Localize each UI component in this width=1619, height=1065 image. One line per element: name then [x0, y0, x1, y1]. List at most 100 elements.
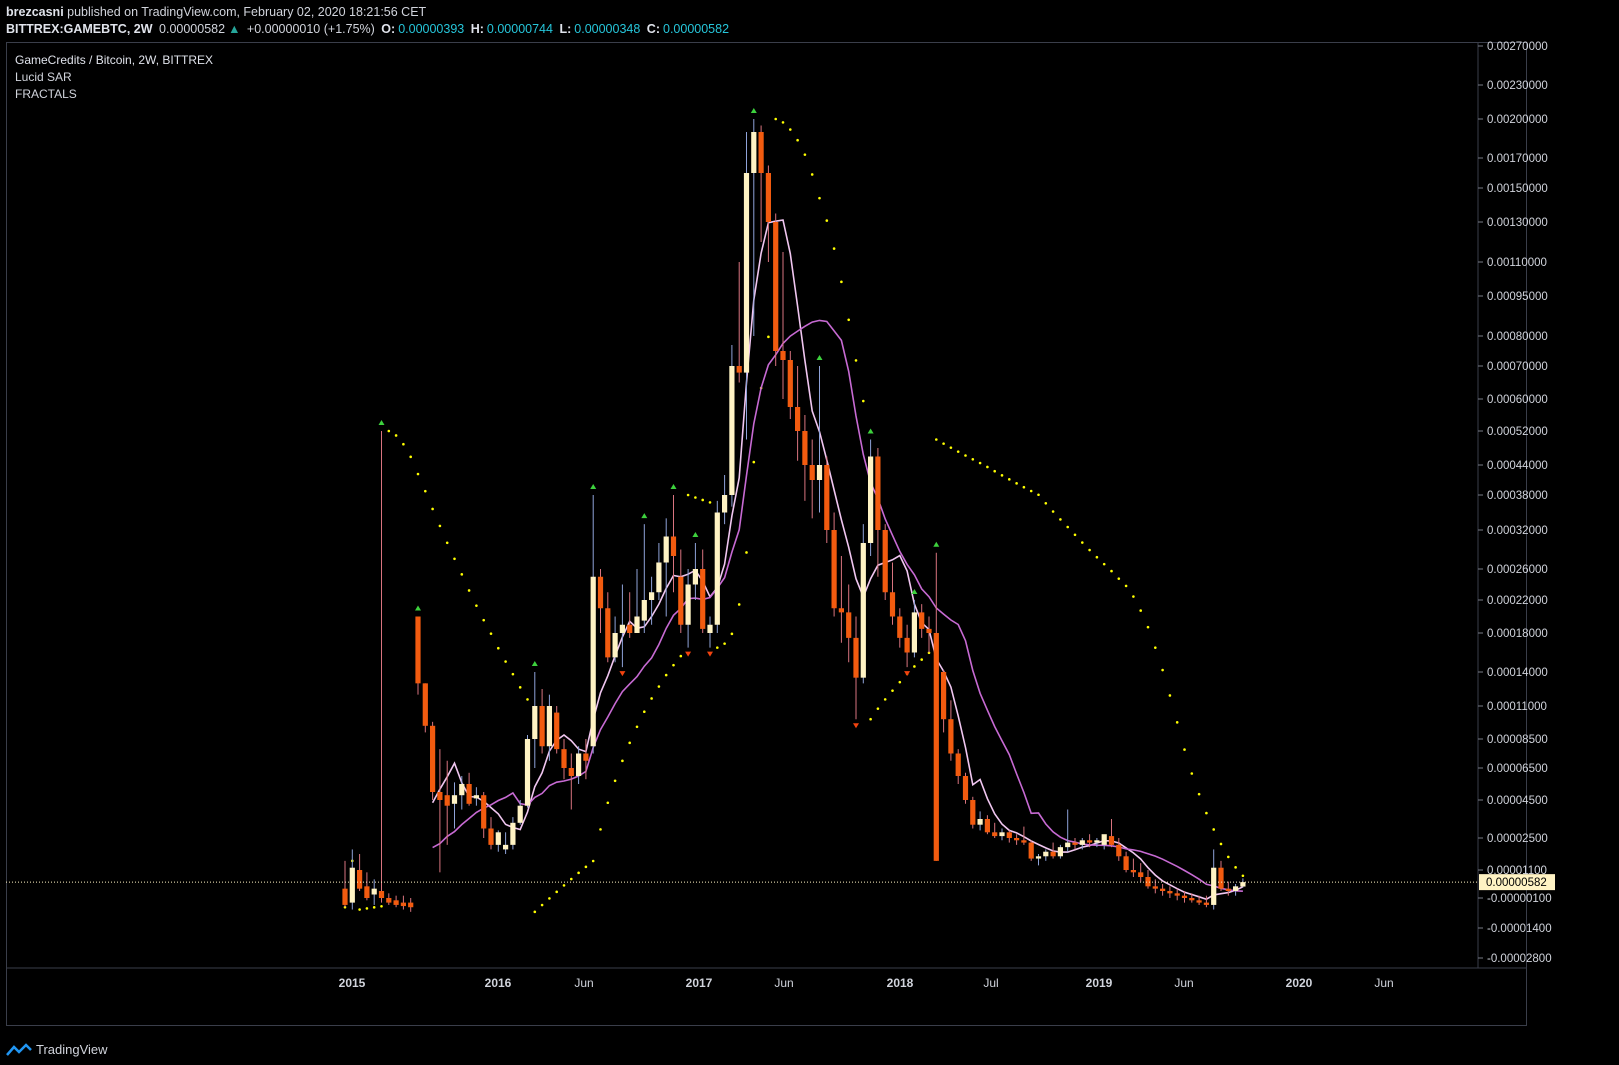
fractal-up-marker	[867, 428, 874, 434]
candle-body	[977, 819, 983, 825]
sar-dot	[803, 153, 807, 156]
candle-body	[488, 828, 494, 845]
candle-body	[897, 616, 903, 638]
time-tick-label: Jul	[983, 976, 998, 990]
footer-brand[interactable]: TradingView	[36, 1042, 108, 1057]
candle-body	[510, 822, 516, 845]
sar-dot	[1073, 533, 1077, 537]
candle-body	[846, 612, 852, 638]
candle-body	[758, 132, 764, 173]
candle-body	[933, 633, 939, 861]
candle-body	[970, 800, 976, 825]
sar-dot	[416, 472, 420, 476]
price-tick-label: 0.00006500	[1487, 763, 1548, 775]
open-value: 0.00000393	[398, 22, 465, 36]
tradingview-logo-icon[interactable]	[6, 1042, 32, 1057]
fractal-up-marker	[911, 589, 918, 594]
publisher-name[interactable]: brezcasni	[6, 5, 64, 19]
sar-dot	[876, 707, 880, 710]
candle-body	[517, 805, 523, 823]
candle-body	[524, 739, 531, 806]
sar-dot	[1132, 595, 1135, 598]
sar-dot	[489, 632, 493, 635]
sar-dot	[1212, 828, 1215, 831]
candle-body	[1211, 867, 1217, 905]
legend-indicator-sar[interactable]: Lucid SAR	[15, 70, 72, 84]
candle-body	[1138, 872, 1144, 877]
legend-indicator-fractals[interactable]: FRACTALS	[15, 87, 77, 101]
candle-body	[773, 222, 779, 351]
sar-dot	[1095, 555, 1099, 559]
sar-dot	[613, 779, 617, 783]
candle-body	[787, 360, 793, 407]
sar-dot	[1146, 625, 1150, 629]
candle-body	[634, 616, 640, 633]
sar-dot	[584, 865, 588, 869]
candle-body	[590, 576, 596, 747]
candle-body	[422, 683, 428, 726]
time-tick-label: Jun	[1374, 976, 1393, 990]
sar-dot	[643, 710, 646, 714]
sar-dot	[358, 908, 361, 911]
sar-dot	[460, 573, 464, 576]
chart-header: brezcasni published on TradingView.com, …	[6, 4, 732, 38]
candle-body	[670, 536, 677, 556]
candle-body	[459, 784, 465, 796]
candle-body	[437, 792, 443, 800]
sar-dot	[1044, 501, 1048, 505]
sar-dot	[599, 828, 602, 831]
sar-dot	[482, 618, 486, 622]
candle-body	[371, 888, 377, 895]
sar-dot	[438, 524, 442, 528]
price-tick-label: 0.00018000	[1487, 628, 1548, 640]
legend-title[interactable]: GameCredits / Bitcoin, 2W, BITTREX	[15, 53, 214, 67]
candle-body	[868, 456, 874, 543]
time-tick-label: Jun	[574, 976, 593, 990]
sar-dot	[380, 904, 383, 908]
fractal-down-marker	[904, 671, 911, 677]
price-tick-label: 0.00001100	[1487, 865, 1547, 877]
last-price-line: 0.00000582	[6, 874, 1555, 891]
sar-dot	[1000, 474, 1004, 477]
sar-dot	[832, 247, 836, 250]
fractal-up-marker	[670, 484, 677, 489]
close-label: C:	[646, 22, 660, 36]
sar-dot	[1059, 518, 1062, 521]
candle-body	[1021, 840, 1027, 843]
sar-dot	[372, 906, 376, 909]
candle-body	[1057, 847, 1063, 857]
sar-dot	[1015, 482, 1018, 485]
sar-dot	[1139, 609, 1142, 612]
sar-dot	[1183, 748, 1186, 751]
candle-body	[919, 612, 925, 629]
candle-body	[1233, 886, 1239, 891]
sar-dot	[570, 877, 573, 881]
sar-dot	[840, 280, 843, 284]
sar-dot	[548, 897, 551, 900]
candle-body	[678, 576, 684, 625]
sar-dot	[672, 663, 675, 667]
open-label: O:	[381, 22, 396, 36]
sar-dot	[1168, 694, 1172, 697]
sar-dot	[825, 219, 829, 222]
candle-body	[692, 569, 698, 585]
price-tick-label: 0.00014000	[1487, 667, 1548, 679]
sar-dot	[635, 725, 639, 729]
candle-body	[1072, 842, 1078, 845]
sar-dot	[1197, 792, 1201, 796]
sar-dot	[511, 672, 515, 676]
candle-body	[1240, 882, 1246, 887]
symbol-label[interactable]: BITTREX:GAMEBTC, 2W	[6, 22, 153, 36]
candle-body	[860, 543, 866, 678]
high-value: 0.00000744	[486, 22, 553, 36]
sar-dot	[1029, 489, 1033, 493]
candle-body	[1116, 844, 1122, 857]
last-price-tag	[1479, 874, 1555, 891]
candle-body	[1101, 834, 1107, 845]
ma-fast-line	[431, 219, 1244, 901]
fractal-up-marker	[750, 108, 757, 113]
chart-legend: GameCredits / Bitcoin, 2W, BITTREX Lucid…	[15, 52, 213, 103]
candle-body	[612, 633, 618, 658]
sar-dot	[518, 686, 522, 689]
